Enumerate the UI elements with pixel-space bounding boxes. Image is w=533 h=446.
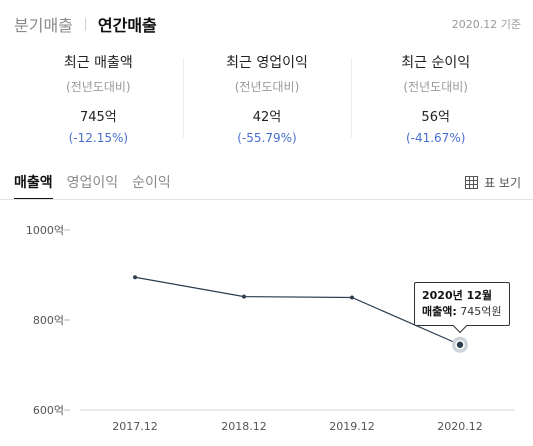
tooltip-line: 매출액: 745억원 xyxy=(422,304,509,320)
summary-change: (-41.67%) xyxy=(405,131,466,145)
summary-title: 최근 영업이익 xyxy=(226,55,308,71)
tooltip-value: 745억원 xyxy=(460,305,502,318)
y-tick-label: 800억 xyxy=(33,314,64,327)
data-point xyxy=(133,275,137,280)
summary-subtitle: (전년도대비) xyxy=(234,80,300,94)
chart-tooltip: 2020년 12월 매출액: 745억원 xyxy=(414,282,510,326)
tab-sales[interactable]: 매출액 xyxy=(14,172,53,200)
y-tick-label: 600억 xyxy=(33,404,64,417)
summary-operating-profit: 최근 영업이익 (전년도대비) 42억 (-55.79%) xyxy=(182,48,352,145)
y-tick-label: 1000억 xyxy=(26,224,64,237)
summary-panel: 최근 매출액 (전년도대비) 745억 (-12.15%) 최근 영업이익 (전… xyxy=(14,48,520,145)
summary-change: (-55.79%) xyxy=(237,131,297,145)
tab-annual-sales[interactable]: 연간매출 xyxy=(97,16,157,35)
data-point xyxy=(350,295,354,300)
summary-value: 745억 xyxy=(79,110,117,125)
tab-quarterly-sales[interactable]: 분기매출 xyxy=(14,16,73,35)
x-tick-label: 2019.12 xyxy=(329,420,375,433)
summary-subtitle: (전년도대비) xyxy=(66,80,131,94)
tooltip-title: 2020년 12월 xyxy=(422,289,492,302)
summary-value: 56억 xyxy=(421,110,450,125)
tab-divider xyxy=(84,17,86,31)
summary-net-profit: 최근 순이익 (전년도대비) 56억 (-41.67%) xyxy=(351,48,520,145)
summary-sales: 최근 매출액 (전년도대비) 745억 (-12.15%) xyxy=(14,48,183,145)
tooltip-label: 매출액: xyxy=(422,305,457,318)
table-view-label: 표 보기 xyxy=(484,176,521,190)
basis-date: 2020.12 기준 xyxy=(451,18,521,31)
summary-title: 최근 매출액 xyxy=(63,55,133,71)
tab-operating-profit[interactable]: 영업이익 xyxy=(66,175,119,191)
data-point xyxy=(242,294,246,299)
tab-net-profit[interactable]: 순이익 xyxy=(132,175,171,191)
series-line xyxy=(134,276,461,346)
table-view-button[interactable]: 표 보기 xyxy=(465,174,521,191)
x-tick-label: 2017.12 xyxy=(112,420,158,433)
divider xyxy=(0,199,533,200)
summary-subtitle: (전년도대비) xyxy=(403,80,468,94)
summary-change: (-12.15%) xyxy=(68,131,129,145)
data-point xyxy=(455,340,465,350)
metric-tabs: 매출액 영업이익 순이익 xyxy=(14,172,185,200)
period-tabs: 분기매출 연간매출 xyxy=(14,12,157,36)
x-tick-label: 2018.12 xyxy=(221,420,267,433)
sales-line-chart: 600억 800억 1000억 2017.12 2018.12 2019.12 2020.1… xyxy=(26,224,515,433)
x-tick-label: 2020.12 xyxy=(437,420,483,433)
summary-title: 최근 순이익 xyxy=(401,55,471,71)
summary-value: 42억 xyxy=(252,110,282,125)
table-icon xyxy=(465,176,479,189)
